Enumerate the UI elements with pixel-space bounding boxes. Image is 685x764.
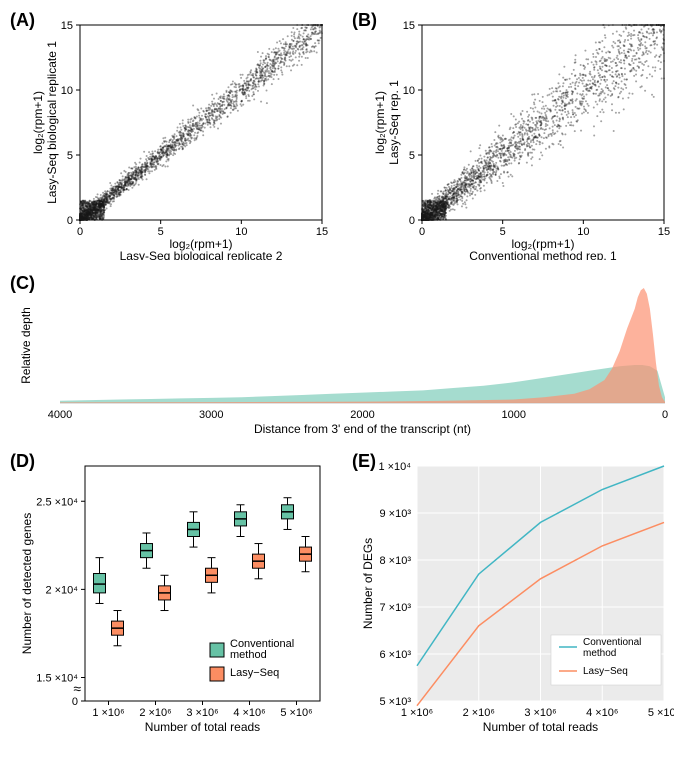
svg-text:Lasy-Seq biological replicate: Lasy-Seq biological replicate 2 [120,249,283,260]
row-de: (D) 01.5 ×10⁴2 ×10⁴2.5 ×10⁴≈1 ×10⁶2 ×10⁶… [10,451,675,746]
panel-c: (C) 40003000200010000Distance from 3' en… [10,273,675,443]
row-ab: (A) 051015051015log₂(rpm+1)Lasy-Seq biol… [10,10,675,265]
panel-a-label: (A) [10,10,35,31]
panel-b: (B) 051015051015log₂(rpm+1)Conventional … [352,10,674,265]
scatter-b: 051015051015log₂(rpm+1)Conventional meth… [352,10,674,260]
scatter-a: 051015051015log₂(rpm+1)Lasy-Seq biologic… [10,10,332,260]
panel-b-label: (B) [352,10,377,31]
panel-c-label: (C) [10,273,35,294]
svg-text:10: 10 [61,85,73,97]
svg-text:5: 5 [67,150,73,162]
area-c: 40003000200010000Distance from 3' end of… [10,273,675,438]
figure-container: (A) 051015051015log₂(rpm+1)Lasy-Seq biol… [10,10,675,746]
svg-text:0: 0 [67,215,73,227]
svg-text:log₂(rpm+1): log₂(rpm+1) [31,91,45,154]
panel-e-label: (E) [352,451,376,472]
panel-d-label: (D) [10,451,35,472]
svg-text:0: 0 [77,226,83,238]
svg-text:5: 5 [158,226,164,238]
svg-text:15: 15 [316,226,328,238]
boxplot-d: 01.5 ×10⁴2 ×10⁴2.5 ×10⁴≈1 ×10⁶2 ×10⁶3 ×1… [10,451,332,741]
line-e: 1 ×10⁶2 ×10⁶3 ×10⁶4 ×10⁶5 ×10⁶5 ×10³6 ×1… [352,451,674,741]
panel-d: (D) 01.5 ×10⁴2 ×10⁴2.5 ×10⁴≈1 ×10⁶2 ×10⁶… [10,451,332,746]
panel-a: (A) 051015051015log₂(rpm+1)Lasy-Seq biol… [10,10,332,265]
panel-e: (E) 1 ×10⁶2 ×10⁶3 ×10⁶4 ×10⁶5 ×10⁶5 ×10³… [352,451,674,746]
svg-text:15: 15 [61,20,73,32]
svg-text:Lasy-Seq biological replicate: Lasy-Seq biological replicate 1 [45,41,59,204]
svg-text:10: 10 [235,226,247,238]
